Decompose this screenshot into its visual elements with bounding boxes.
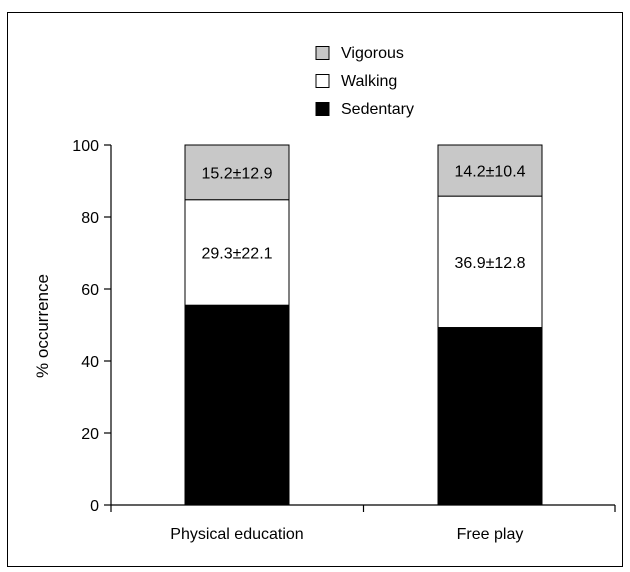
bar-segment-vigorous [437,144,543,197]
chart-frame [7,12,623,567]
y-axis-label: % occurrence [33,274,52,378]
legend-swatch [315,102,330,116]
data-label: 15.2±12.9 [201,165,272,182]
data-label: 29.3±22.1 [201,245,272,262]
legend-swatch [315,46,330,60]
y-tick-label: 80 [81,210,99,227]
y-tick-label: 100 [72,138,99,155]
data-label: 36.9±12.8 [454,255,525,272]
bar-segment-sedentary [184,304,290,506]
chart-legend: Vigorous Walking Sedentary [315,45,414,118]
legend-label: Walking [341,73,397,90]
data-label: 14.2±10.4 [454,164,525,181]
bar-segment-vigorous [184,144,290,201]
bar-segment-sedentary [437,327,543,506]
y-tick-label: 0 [90,498,99,515]
legend-swatch [315,74,330,88]
x-tick-label: Physical education [170,526,303,543]
y-tick-label: 60 [81,282,99,299]
chart-axes: 0 20 40 60 80 100 Physical education Free play [72,138,616,543]
y-tick-label: 20 [81,426,99,443]
legend-label: Vigorous [341,45,404,62]
x-tick-label: Free play [457,526,524,543]
bar-segment-walking [184,199,290,306]
bar-segment-walking [437,195,543,329]
chart-bars: 29.3±22.1 15.2±12.9 36.9±12.8 14.2±10.4 [184,144,543,506]
legend-label: Sedentary [341,101,414,118]
y-tick-label: 40 [81,354,99,371]
